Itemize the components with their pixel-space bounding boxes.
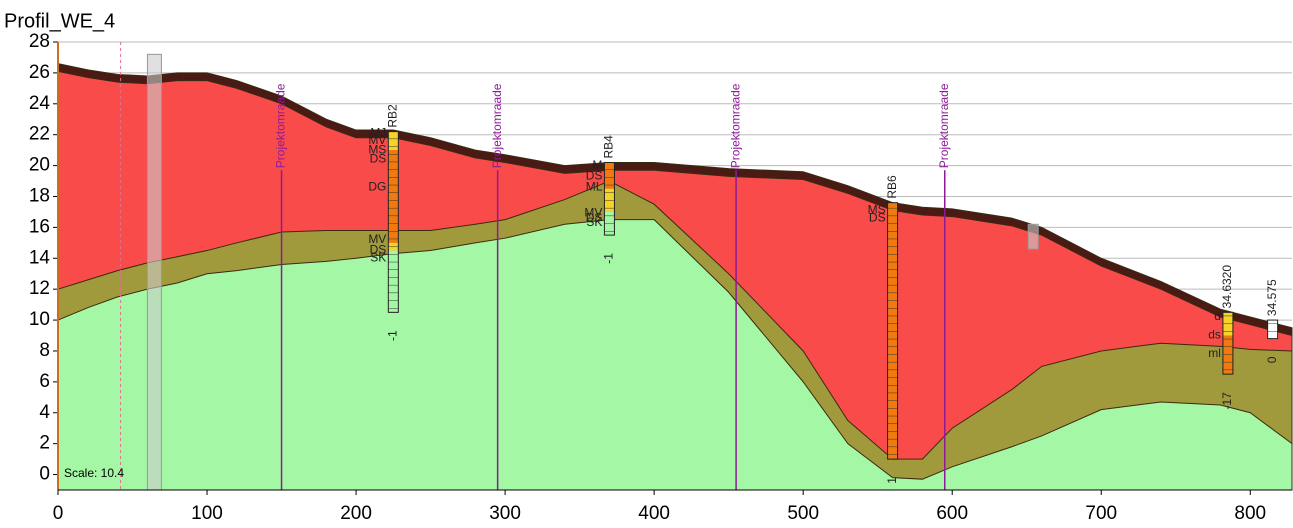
annotation-label: Projektomraade — [490, 83, 504, 168]
y-tick-label: 6 — [39, 371, 50, 392]
y-tick-label: 2 — [39, 433, 50, 454]
x-tick-label: 500 — [787, 503, 819, 524]
layer-label: DS — [370, 152, 387, 166]
layer-label: ML — [586, 179, 603, 193]
borehole-name: 34.6320 — [1220, 265, 1234, 309]
x-tick-label: 0 — [53, 503, 64, 524]
chart: 0246810121416182022242628ProjektomraadeP… — [0, 0, 1293, 528]
y-tick-label: 24 — [29, 93, 51, 114]
x-tick-label: 800 — [1234, 503, 1266, 524]
x-tick-label: 600 — [936, 503, 968, 524]
reference-bar — [147, 54, 161, 490]
x-tick-label: 200 — [340, 503, 372, 524]
x-tick-label: 700 — [1085, 503, 1117, 524]
borehole-name: 34.575 — [1265, 279, 1279, 316]
y-tick-label: 12 — [29, 278, 50, 299]
borehole-depth: -17 — [1220, 392, 1234, 410]
y-tick-label: 26 — [29, 62, 50, 83]
borehole-name: RB2 — [385, 104, 399, 128]
borehole-column — [888, 203, 898, 459]
borehole-depth: -1 — [602, 253, 616, 264]
borehole-column — [604, 162, 614, 235]
y-tick-label: 16 — [29, 216, 50, 237]
borehole-depth: 1 — [885, 477, 899, 484]
borehole-name: RB4 — [602, 135, 616, 159]
y-tick-label: 18 — [29, 185, 50, 206]
y-tick-label: 20 — [29, 155, 50, 176]
chart-title: Profil_WE_4 — [4, 10, 115, 32]
y-tick-label: 0 — [39, 464, 50, 485]
borehole-name: RB6 — [885, 175, 899, 199]
layer-label: d — [1214, 309, 1221, 323]
layer-label: ds — [1208, 328, 1221, 342]
annotation-label: Projektomraade — [728, 83, 742, 168]
y-tick-label: 14 — [29, 247, 51, 268]
borehole-column — [388, 132, 398, 313]
y-tick-label: 8 — [39, 340, 50, 361]
y-tick-label: 22 — [29, 124, 50, 145]
borehole-column — [1223, 312, 1233, 374]
borehole-column — [1268, 320, 1278, 339]
reference-box — [1028, 224, 1038, 249]
x-tick-label: 300 — [489, 503, 521, 524]
y-tick-label: 4 — [39, 402, 50, 423]
annotation-label: Projektomraade — [274, 83, 288, 168]
y-tick-label: 28 — [29, 31, 50, 52]
x-tick-label: 100 — [191, 503, 223, 524]
layer-label: ml — [1208, 346, 1221, 360]
scale-label: Scale: 10.4 — [64, 466, 124, 480]
borehole-depth: -1 — [385, 330, 399, 341]
layer-label: SK — [370, 250, 386, 264]
y-tick-label: 10 — [29, 309, 50, 330]
layer-label: SK — [586, 215, 602, 229]
layer-label: DG — [368, 179, 386, 193]
x-tick-label: 400 — [638, 503, 670, 524]
layer-label: DS — [869, 210, 886, 224]
annotation-label: Projektomraade — [937, 83, 951, 168]
borehole-depth: 0 — [1265, 356, 1279, 363]
